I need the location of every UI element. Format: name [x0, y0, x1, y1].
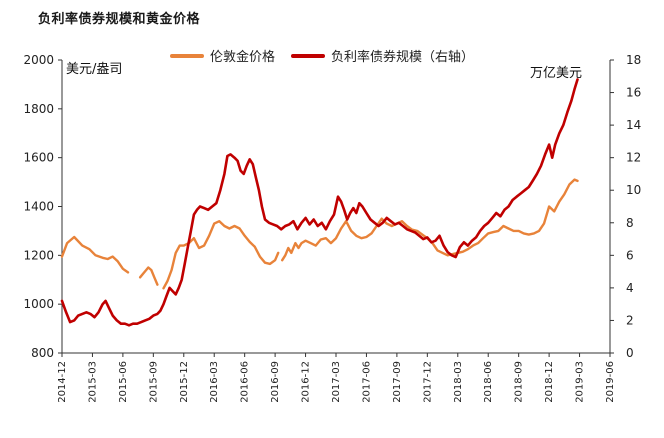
x-tick-label: 2017-09 [392, 361, 403, 403]
right-tick-label: 8 [626, 216, 634, 230]
x-tick-label: 2015-06 [118, 361, 129, 403]
left-axis-unit: 美元/盎司 [66, 62, 123, 77]
right-tick-label: 2 [626, 313, 634, 327]
right-tick-label: 6 [626, 248, 634, 262]
x-tick-label: 2018-09 [514, 361, 525, 403]
axes-layer: 800 1000 1200 1400 1600 1800 2000 0 2 4 6 8 10 12 14 16… [23, 53, 641, 403]
x-tick-label: 2015-09 [148, 361, 159, 403]
x-tick-label: 2018-06 [483, 361, 494, 403]
right-axis-unit: 万亿美元 [530, 66, 583, 81]
x-tick-label: 2017-06 [361, 361, 372, 403]
x-tick-label: 2015-03 [87, 361, 98, 403]
gold-price-line-segment [60, 235, 130, 274]
right-tick-label: 10 [626, 183, 641, 197]
right-tick-label: 14 [626, 118, 641, 132]
left-tick-label: 800 [31, 346, 54, 360]
gold-price-line-segment [138, 266, 159, 286]
right-tick-label: 4 [626, 281, 634, 295]
legend-label-gold: 伦敦金价格 [210, 50, 276, 65]
legend-label-bonds: 负利率债券规模（右轴） [331, 50, 475, 65]
x-tick-label: 2017-03 [331, 361, 342, 403]
x-tick-label: 2014-12 [57, 361, 68, 403]
legend: 伦敦金价格 负利率债券规模（右轴） [170, 46, 490, 65]
left-tick-label: 1400 [23, 200, 54, 214]
gold-price-line-segment [162, 220, 280, 290]
x-tick-label: 2016-12 [301, 361, 312, 403]
legend-item-gold: 伦敦金价格 [170, 46, 275, 65]
x-tick-label: 2016-09 [270, 361, 281, 403]
right-tick-label: 18 [626, 53, 641, 67]
left-tick-label: 1000 [23, 297, 54, 311]
left-tick-label: 1200 [23, 248, 54, 262]
x-tick-label: 2019-03 [575, 361, 586, 403]
x-tick-label: 2017-12 [422, 361, 433, 403]
legend-swatch-bonds [291, 53, 326, 58]
legend-swatch-gold [170, 53, 204, 58]
left-tick-label: 1600 [23, 151, 54, 165]
left-tick-label: 1800 [23, 102, 54, 116]
legend-item-bonds: 负利率债券规模（右轴） [291, 46, 474, 65]
right-tick-label: 0 [626, 346, 634, 360]
x-tick-label: 2016-06 [240, 361, 251, 403]
x-tick-label: 2019-06 [605, 361, 616, 403]
series-layer [60, 78, 579, 327]
chart-title: 负利率债券规模和黄金价格 [38, 12, 201, 27]
gold-price-line-segment [281, 178, 579, 262]
x-tick-label: 2016-03 [209, 361, 220, 403]
right-tick-label: 16 [626, 86, 641, 100]
left-tick-label: 2000 [23, 53, 54, 67]
x-tick-label: 2018-03 [453, 361, 464, 403]
x-tick-label: 2015-12 [179, 361, 190, 403]
negative-yield-bond-line-segment [60, 78, 579, 327]
x-tick-label: 2018-12 [544, 361, 555, 403]
right-tick-label: 12 [626, 151, 641, 165]
